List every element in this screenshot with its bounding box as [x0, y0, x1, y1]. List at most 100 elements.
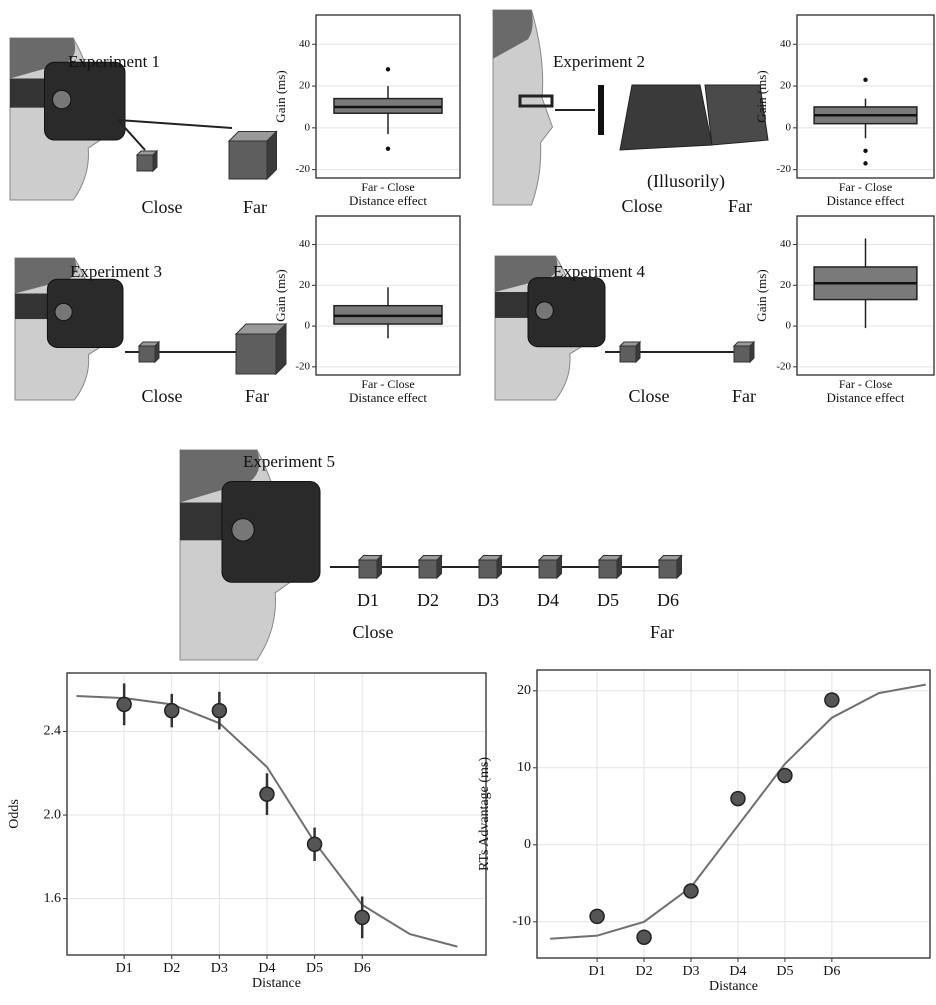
- barrier: [598, 85, 604, 135]
- outlier: [863, 149, 867, 153]
- x-tick-label: D4: [258, 961, 275, 976]
- y-axis-label: Gain (ms): [754, 70, 769, 122]
- x-axis-label: Distance effect: [349, 193, 427, 208]
- y-tick-label: 40: [780, 238, 792, 250]
- y-tick-label: 0: [305, 320, 311, 332]
- step-label: D3: [477, 590, 499, 610]
- sight-line: [118, 120, 232, 128]
- panel-title: Experiment 3: [70, 262, 162, 281]
- y-tick-label: -10: [512, 914, 531, 929]
- point: [117, 697, 131, 711]
- y-tick-label: 0: [786, 121, 792, 133]
- cube-side: [750, 342, 754, 362]
- label: Close: [628, 386, 669, 406]
- x-tick-label: D6: [354, 961, 371, 976]
- cube-front: [479, 560, 497, 578]
- y-axis-label: Odds: [7, 799, 22, 829]
- cube-side: [636, 342, 640, 362]
- outlier: [863, 161, 867, 165]
- outlier: [386, 147, 390, 151]
- headset-knob: [53, 90, 71, 108]
- y-axis-label: Gain (ms): [273, 70, 288, 122]
- y-tick-label: 10: [517, 760, 531, 775]
- x-tick-label: Far - Close: [361, 180, 414, 194]
- cube-side: [617, 556, 622, 579]
- cube-side: [155, 342, 159, 362]
- x-tick-label: D4: [729, 964, 746, 979]
- y-tick-label: 20: [299, 80, 311, 92]
- panel-title: Experiment 4: [553, 262, 646, 281]
- panel-title: Experiment 1: [68, 52, 160, 71]
- x-tick-label: Far - Close: [839, 180, 892, 194]
- x-tick-label: D3: [682, 964, 699, 979]
- cube-front: [620, 346, 636, 362]
- label: Far: [732, 386, 756, 406]
- y-tick-label: -20: [295, 360, 310, 372]
- x-axis-label: Distance effect: [349, 390, 427, 405]
- x-tick-label: D5: [776, 964, 793, 979]
- phone: [620, 85, 712, 150]
- point: [260, 787, 274, 801]
- y-tick-label: -20: [776, 360, 791, 372]
- y-tick-label: -20: [295, 163, 310, 175]
- y-tick-label: 2.0: [44, 807, 62, 822]
- cube-front: [236, 334, 276, 374]
- x-axis-label: Distance effect: [826, 390, 904, 405]
- panel-title: Experiment 5: [243, 452, 335, 471]
- x-tick-label: D6: [823, 964, 840, 979]
- cube-front: [139, 346, 155, 362]
- label: Close: [141, 386, 182, 406]
- y-axis-label: RTs Advantage (ms): [477, 757, 492, 871]
- point: [165, 704, 179, 718]
- step-label: D2: [417, 590, 439, 610]
- y-tick-label: 20: [780, 279, 792, 291]
- cube-side: [677, 556, 682, 579]
- x-tick-label: D2: [163, 961, 180, 976]
- cube-front: [229, 141, 267, 179]
- point: [731, 792, 745, 806]
- point: [684, 884, 698, 898]
- cube-side: [153, 151, 157, 171]
- cube-side: [497, 556, 502, 579]
- label: Far: [650, 622, 674, 642]
- label: Close: [352, 622, 393, 642]
- x-axis-label: Distance: [709, 979, 758, 994]
- outlier: [386, 67, 390, 71]
- point: [590, 909, 604, 923]
- point: [778, 768, 792, 782]
- x-tick-label: D5: [306, 961, 323, 976]
- label: Far: [245, 386, 269, 406]
- figure: Experiment 1 Close Far Experiment 2 (Ill…: [0, 0, 936, 1005]
- y-tick-label: 20: [299, 279, 311, 291]
- cube-side: [557, 556, 562, 579]
- point: [637, 930, 651, 944]
- step-label: D5: [597, 590, 619, 610]
- y-tick-label: 20: [780, 80, 792, 92]
- step-label: D4: [537, 590, 559, 610]
- x-axis-label: Distance effect: [826, 193, 904, 208]
- x-axis-label: Distance: [252, 976, 301, 991]
- label: Close: [141, 197, 182, 217]
- x-tick-label: D3: [211, 961, 228, 976]
- cube-front: [419, 560, 437, 578]
- y-tick-label: 0: [524, 837, 531, 852]
- cube-front: [359, 560, 377, 578]
- y-tick-label: 20: [517, 683, 531, 698]
- headset-knob: [536, 302, 554, 320]
- y-tick-label: 40: [780, 38, 792, 50]
- plot-area: [67, 673, 486, 955]
- x-tick-label: D2: [635, 964, 652, 979]
- y-tick-label: 2.4: [44, 724, 62, 739]
- y-tick-label: -20: [776, 163, 791, 175]
- cube-side: [377, 556, 382, 579]
- cube-front: [539, 560, 557, 578]
- page: {"illustrations": [ {"title": "Experimen…: [0, 0, 936, 1005]
- point: [212, 704, 226, 718]
- y-tick-label: 0: [305, 121, 311, 133]
- y-tick-label: 40: [299, 38, 311, 50]
- x-tick-label: Far - Close: [361, 377, 414, 391]
- x-tick-label: D1: [589, 964, 606, 979]
- label: Far: [243, 197, 267, 217]
- point: [308, 837, 322, 851]
- x-tick-label: D1: [116, 961, 133, 976]
